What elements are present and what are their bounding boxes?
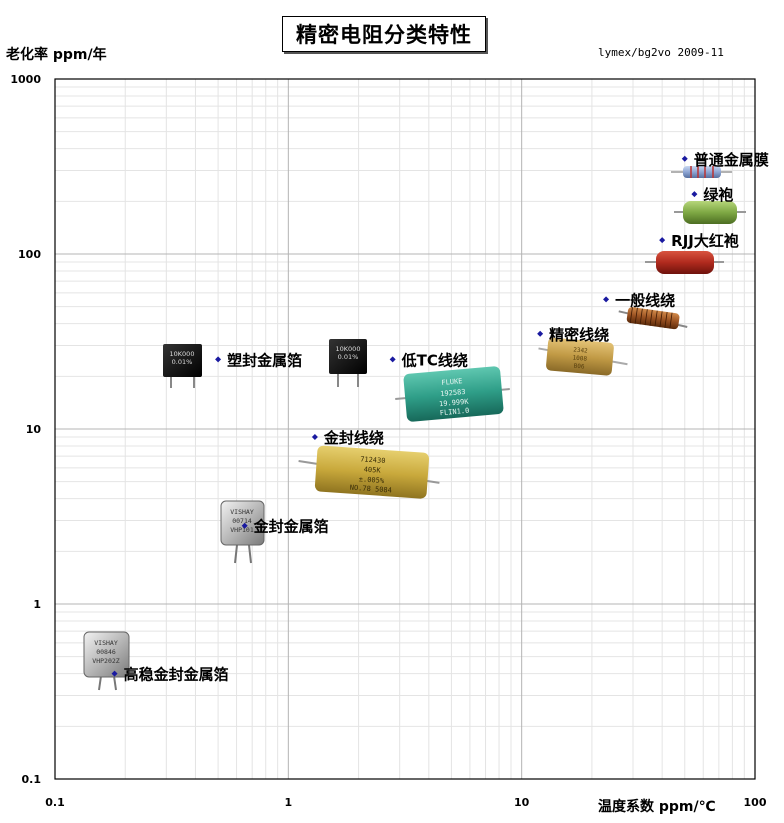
svg-text:10K000: 10K000 <box>336 345 361 353</box>
svg-text:FLIN1.0: FLIN1.0 <box>440 407 470 418</box>
green-robe-image <box>674 201 746 224</box>
data-point-label: 精密线绕 <box>549 326 609 344</box>
svg-text:10K000: 10K000 <box>170 350 195 358</box>
data-point-label: 一般线绕 <box>615 291 675 309</box>
svg-text:B06: B06 <box>573 363 585 371</box>
y-tick-label: 100 <box>18 248 41 261</box>
data-point-label: 金封线绕 <box>323 429 384 447</box>
component-images: 10K000 0.01% 10K000 0.01% FLUKE 192583 1… <box>83 166 746 691</box>
plastic-foil-resistor-image-2: 10K000 0.01% <box>329 339 367 387</box>
high-stability-foil-image: VISHAY 00846 VHP202Z <box>83 631 130 691</box>
svg-text:00714: 00714 <box>232 517 252 525</box>
data-point <box>241 522 248 529</box>
x-tick-label: 100 <box>744 796 767 809</box>
data-point-label: 绿袍 <box>703 186 733 204</box>
axis-ticks: 0.1 1 10 100 0.1 1 10 100 1000 <box>10 73 766 809</box>
y-tick-label: 1 <box>33 598 41 611</box>
data-point <box>111 670 118 677</box>
data-point-label: RJJ大红袍 <box>671 232 739 250</box>
x-tick-label: 1 <box>285 796 293 809</box>
svg-text:±.005%: ±.005% <box>359 475 386 485</box>
svg-text:0.01%: 0.01% <box>338 353 359 361</box>
plot-frame <box>54 78 756 780</box>
credit-text: lymex/bg2vo 2009-11 <box>598 46 724 59</box>
data-point <box>311 434 318 441</box>
svg-text:NO.78 5084: NO.78 5084 <box>350 484 393 495</box>
data-points <box>111 155 698 677</box>
y-tick-label: 0.1 <box>22 773 42 786</box>
data-point <box>215 356 222 363</box>
data-point <box>691 191 698 198</box>
svg-text:405K: 405K <box>363 466 381 475</box>
svg-text:2342: 2342 <box>573 346 588 354</box>
low-tc-wirewound-image: FLUKE 192583 19.999K FLIN1.0 <box>395 366 510 422</box>
sealed-wirewound-image: 712430 405K ±.005% NO.78 5084 <box>298 445 440 499</box>
general-wirewound-image <box>618 307 688 330</box>
chart-title: 精密电阻分类特性 <box>282 16 486 52</box>
y-axis-label: 老化率 ppm/年 <box>6 47 107 63</box>
data-point <box>681 155 688 162</box>
y-tick-label: 1000 <box>10 73 41 86</box>
rjj-red-robe-image <box>645 251 724 274</box>
data-point-label: 低TC线绕 <box>401 351 468 369</box>
svg-text:VISHAY: VISHAY <box>230 508 254 516</box>
data-point <box>603 296 610 303</box>
svg-text:VHP101: VHP101 <box>230 526 254 534</box>
grid <box>54 78 756 780</box>
data-point <box>389 356 396 363</box>
metal-film-resistor-image <box>671 166 732 178</box>
svg-text:192583: 192583 <box>440 388 466 398</box>
svg-text:FLUKE: FLUKE <box>441 377 463 387</box>
x-axis-label: 温度系数 ppm/℃ <box>598 799 716 815</box>
svg-text:19.999K: 19.999K <box>439 398 470 409</box>
data-point-label: 高稳金封金属箔 <box>124 666 229 684</box>
svg-text:0.01%: 0.01% <box>172 358 193 366</box>
svg-text:1008: 1008 <box>572 354 587 362</box>
x-tick-label: 10 <box>514 796 530 809</box>
svg-text:712430: 712430 <box>360 455 386 465</box>
precision-wirewound-image: 2342 1008 B06 <box>538 337 628 376</box>
sealed-foil-resistor-image: VISHAY 00714 VHP101 <box>220 500 265 564</box>
data-point <box>537 330 544 337</box>
plastic-foil-resistor-image: 10K000 0.01% <box>163 344 202 388</box>
data-point-label: 普通金属膜 <box>694 151 769 169</box>
svg-text:00846: 00846 <box>96 648 116 656</box>
data-point-label: 塑封金属箔 <box>227 351 302 369</box>
svg-text:VHP202Z: VHP202Z <box>92 657 119 665</box>
data-point <box>659 237 666 244</box>
x-tick-label: 0.1 <box>45 796 65 809</box>
svg-text:VISHAY: VISHAY <box>94 639 118 647</box>
y-tick-label: 10 <box>26 423 42 436</box>
data-point-label: 金封金属箔 <box>253 518 329 536</box>
